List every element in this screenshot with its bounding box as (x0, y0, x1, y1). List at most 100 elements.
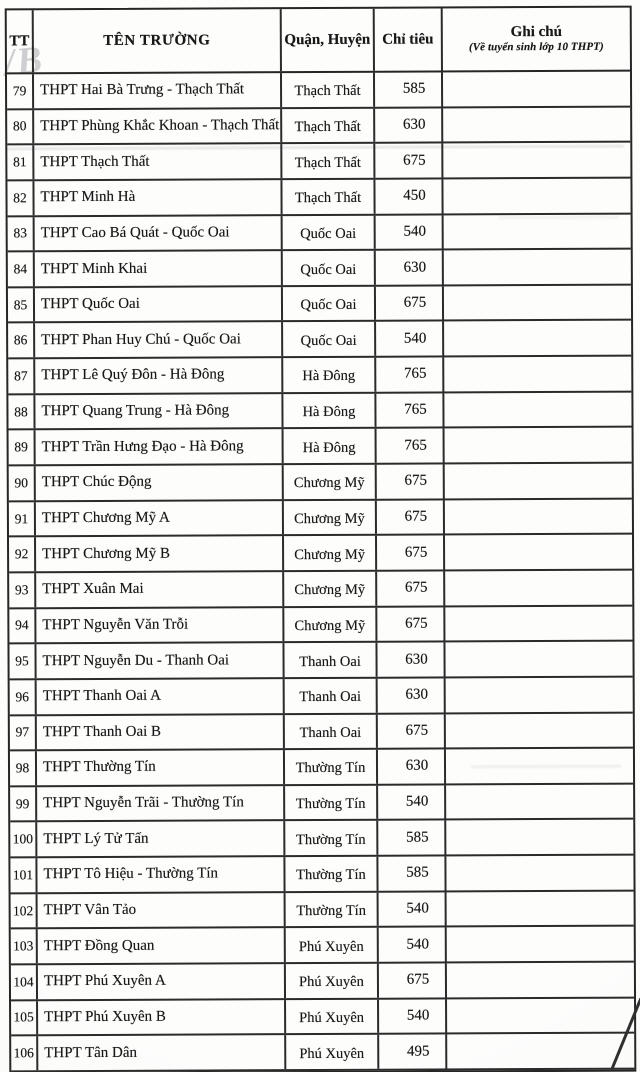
quota-value: 585 (406, 864, 429, 882)
cell-district: Hà Đông (283, 357, 377, 392)
quota-value: 630 (405, 758, 429, 775)
quota-value: 540 (403, 330, 427, 347)
row-number: 88 (14, 403, 28, 419)
row-number: 104 (13, 974, 34, 990)
cell-district: Thanh Oai (284, 643, 378, 678)
district-name: Thường Tín (295, 760, 366, 777)
cell-district: Thường Tín (285, 892, 379, 927)
cell-school-name: THPT Phú Xuyên B (38, 999, 287, 1035)
quota-value: 630 (402, 116, 426, 133)
row-number: 102 (12, 902, 34, 918)
header-label-school-name: TÊN TRƯỜNG (103, 31, 211, 49)
cell-district: Phú Xuyên (285, 963, 380, 998)
district-name: Thường Tín (296, 867, 366, 884)
district-name: Thạch Thất (294, 154, 361, 171)
cell-school-name: THPT Cao Bá Quát - Quốc Oai (34, 215, 283, 251)
table-row: 82 THPT Minh Hà Thạch Thất 450 (7, 178, 631, 217)
quota-value: 630 (405, 686, 428, 703)
cell-note (443, 107, 630, 141)
cell-quota: 585 (374, 72, 444, 107)
district-name: Chương Mỹ (294, 617, 366, 635)
quota-value: 675 (404, 544, 428, 561)
row-number: 85 (13, 296, 28, 312)
row-number: 81 (13, 154, 27, 170)
quota-value: 630 (403, 259, 427, 276)
cell-school-name: THPT Tân Dân (38, 1035, 287, 1071)
school-name: THPT Tân Dân (44, 1044, 138, 1061)
table-row: 86 THPT Phan Huy Chú - Quốc Oai Quốc Oai… (8, 321, 632, 360)
table-body: 79 THPT Hai Bà Trưng - Thạch Thất Thạch … (6, 71, 635, 1072)
row-number: 92 (14, 546, 29, 562)
school-name: THPT Lê Quý Đôn - Hà Đông (41, 366, 225, 384)
cell-note (446, 820, 633, 854)
cell-quota: 630 (377, 642, 446, 677)
table-row: 80 THPT Phùng Khắc Khoan - Thạch Thất Th… (7, 107, 631, 146)
cell-school-name: THPT Phùng Khắc Khoan - Thạch Thất (34, 108, 283, 144)
cell-school-name: THPT Nguyễn Du - Thanh Oai (36, 643, 285, 679)
cell-school-name: THPT Thanh Oai B (36, 714, 285, 750)
row-number: 99 (15, 795, 30, 811)
cell-tt: 84 (7, 252, 35, 287)
cell-school-name: THPT Tô Hiệu - Thường Tín (37, 857, 286, 892)
cell-quota: 675 (376, 500, 445, 535)
district-name: Chương Mỹ (294, 582, 366, 599)
cell-note (444, 214, 631, 248)
school-name: THPT Thạch Thất (40, 153, 150, 170)
district-name: Quốc Oai (300, 296, 357, 314)
cell-note (445, 428, 632, 462)
cell-school-name: THPT Phan Huy Chú - Quốc Oai (35, 322, 284, 358)
cell-note (445, 535, 632, 569)
cell-note (446, 856, 633, 890)
cell-quota: 630 (375, 250, 444, 285)
cell-school-name: THPT Đồng Quan (37, 928, 286, 964)
cell-district: Thường Tín (285, 856, 379, 891)
district-name: Thường Tín (295, 831, 366, 848)
quota-value: 540 (403, 223, 426, 240)
cell-school-name: THPT Vân Tảo (37, 892, 286, 928)
cell-note (445, 571, 632, 605)
cell-district: Thạch Thất (282, 108, 376, 143)
header-label-quota: Chỉ tiêu (382, 31, 434, 48)
cell-tt: 93 (9, 573, 37, 607)
school-name: THPT Lý Tử Tấn (43, 830, 149, 847)
table-row: 94 THPT Nguyễn Văn Trỗi Chương Mỹ 675 (9, 606, 633, 645)
row-number: 87 (14, 368, 28, 384)
cell-quota: 675 (378, 963, 448, 998)
cell-district: Phú Xuyên (286, 999, 380, 1034)
district-name: Chương Mỹ (294, 510, 365, 528)
cell-tt: 80 (7, 109, 35, 144)
quota-value: 540 (406, 936, 430, 953)
cell-tt: 85 (7, 288, 36, 322)
cell-tt: 100 (10, 822, 38, 857)
table-row: 104 THPT Phú Xuyên A Phú Xuyên 675 (10, 962, 635, 1002)
cell-note (447, 963, 634, 997)
quota-value: 495 (406, 1043, 430, 1060)
cell-school-name: THPT Chương Mỹ A (35, 500, 284, 536)
cell-quota: 540 (376, 321, 445, 356)
cell-district: Chương Mỹ (284, 536, 378, 571)
quota-value: 675 (406, 971, 430, 988)
header-label-district: Quận, Huyện (284, 31, 371, 48)
cell-school-name: THPT Xuân Mai (36, 572, 285, 607)
row-number: 106 (13, 1045, 34, 1061)
header-label-note-sub: (Về tuyển sinh lớp 10 THPT) (468, 41, 604, 54)
cell-school-name: THPT Quang Trung - Hà Đông (35, 393, 284, 429)
cell-note (447, 891, 634, 925)
cell-district: Phú Xuyên (286, 1035, 380, 1070)
cell-quota: 765 (376, 357, 445, 392)
header-cell-tt: TT (6, 10, 34, 73)
cell-quota: 675 (375, 286, 445, 321)
district-name: Phú Xuyên (298, 938, 364, 955)
table-row: 96 THPT Thanh Oai A Thanh Oai 630 (9, 677, 633, 716)
district-name: Thanh Oai (299, 653, 361, 670)
table-row: 95 THPT Nguyễn Du - Thanh Oai Thanh Oai … (9, 641, 633, 681)
cell-tt: 82 (7, 181, 35, 215)
cell-quota: 585 (378, 856, 447, 891)
header-cell-quota: Chỉ tiêu (374, 8, 443, 71)
cell-note (447, 998, 634, 1032)
table-row: 101 THPT Tô Hiệu - Thường Tín Thường Tín… (10, 855, 634, 895)
school-name: THPT Minh Hà (40, 189, 136, 206)
cell-school-name: THPT Chúc Động (35, 465, 284, 500)
cell-quota: 630 (377, 678, 446, 713)
